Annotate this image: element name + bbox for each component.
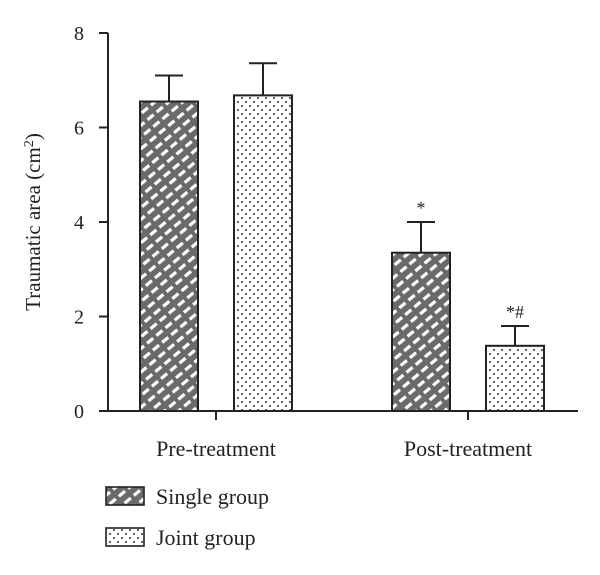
legend: Single group Joint group [105,484,269,550]
bar [139,100,199,412]
legend-swatch [105,486,145,506]
significance-marker: *# [506,302,524,322]
significance-marker: * [417,198,426,218]
x-tick-label: Pre-treatment [156,436,276,461]
y-tick-label: 6 [74,118,84,140]
legend-label: Joint group [156,525,256,550]
legend-label: Single group [156,484,269,509]
bar [391,251,451,412]
y-axis-title: Traumatic area (cm2) [21,133,45,311]
y-tick-label: 0 [74,401,84,423]
bar [485,344,545,413]
bars-layer: * *# [139,62,545,413]
legend-swatch [105,527,145,547]
y-tick-label: 8 [74,23,84,45]
y-tick-label: 4 [74,212,84,234]
bar [233,94,293,413]
x-tick-label: Post-treatment [404,436,532,461]
y-tick-label: 2 [74,307,84,329]
